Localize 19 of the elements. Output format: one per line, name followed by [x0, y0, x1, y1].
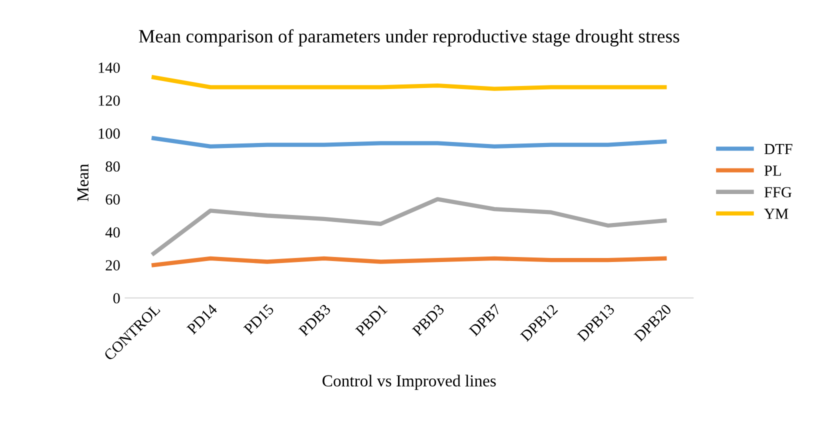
legend-label: FFG — [764, 187, 792, 198]
line-series — [152, 136, 667, 149]
y-tick-label: 40 — [105, 227, 120, 238]
y-tick-label: 100 — [98, 128, 120, 139]
y-tick-label: 60 — [106, 194, 120, 205]
y-tick-label: 140 — [98, 62, 120, 73]
line-series — [152, 256, 667, 268]
line-series — [152, 75, 667, 91]
y-tick-label: 20 — [106, 260, 120, 270]
y-tick-label: 0 — [113, 293, 120, 304]
chart-title: Mean comparison of parameters under reproductive stage drought stress — [138, 29, 680, 46]
legend-label: DTF — [764, 144, 792, 154]
x-axis-title: Control vs Improved lines — [322, 374, 496, 390]
y-tick-label: 120 — [98, 96, 120, 106]
legend-label: PL — [764, 166, 781, 176]
line-series — [152, 197, 667, 256]
legend-label: YM — [764, 208, 788, 219]
y-tick-label: 80 — [106, 161, 120, 172]
y-axis-title: Mean — [77, 164, 89, 202]
